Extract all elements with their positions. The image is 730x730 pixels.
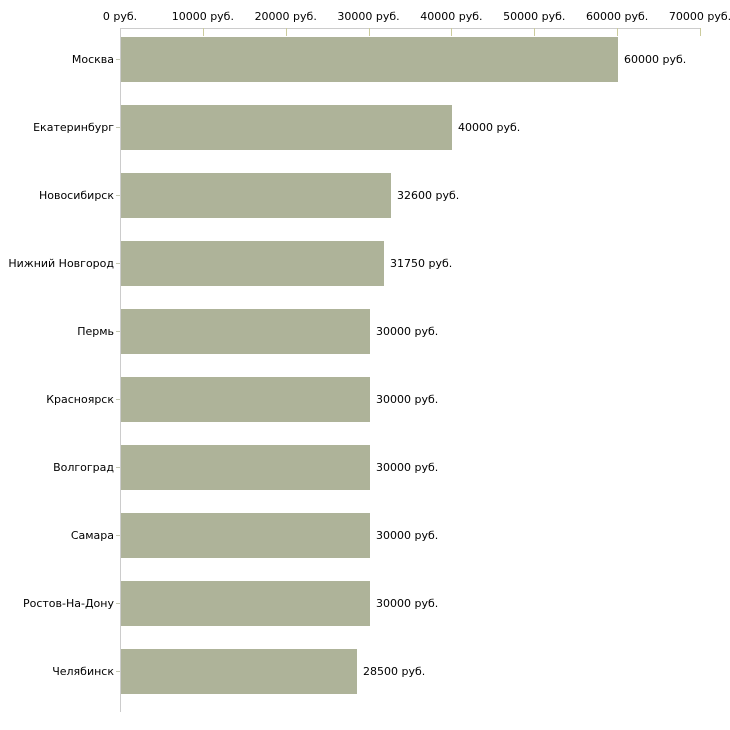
bar — [121, 649, 357, 694]
category-label: Новосибирск — [38, 189, 114, 202]
category-label: Волгоград — [53, 461, 114, 474]
category-tick-mark — [116, 535, 120, 536]
x-axis-tick-label: 50000 руб. — [503, 10, 566, 23]
bar — [121, 581, 370, 626]
category-label: Москва — [71, 53, 114, 66]
category-tick-mark — [116, 59, 120, 60]
value-label: 32600 руб. — [397, 189, 460, 202]
x-axis-tick-mark — [285, 28, 287, 36]
x-axis-tick-label: 40000 руб. — [420, 10, 483, 23]
bar — [121, 513, 370, 558]
x-axis-tick-label: 70000 руб. — [668, 10, 730, 23]
bar — [121, 173, 391, 218]
category-label: Ростов-На-Дону — [22, 597, 114, 610]
category-label: Пермь — [77, 325, 114, 338]
value-label: 31750 руб. — [390, 257, 453, 270]
category-tick-mark — [116, 671, 120, 672]
value-label: 30000 руб. — [376, 461, 439, 474]
x-axis-tick-label: 0 руб. — [102, 10, 138, 23]
x-axis-tick-mark — [700, 28, 701, 36]
x-axis-tick-label: 60000 руб. — [586, 10, 649, 23]
x-axis-tick-mark — [534, 28, 536, 36]
bar — [121, 241, 384, 286]
category-tick-mark — [116, 195, 120, 196]
category-label: Екатеринбург — [33, 121, 114, 134]
y-axis-line — [120, 28, 121, 712]
x-axis-tick-label: 10000 руб. — [171, 10, 234, 23]
category-tick-mark — [116, 127, 120, 128]
value-label: 30000 руб. — [376, 529, 439, 542]
value-label: 30000 руб. — [376, 393, 439, 406]
category-label: Самара — [70, 529, 114, 542]
x-axis-tick-mark — [451, 28, 453, 36]
category-label: Нижний Новгород — [8, 257, 114, 270]
x-axis-tick-mark — [368, 28, 370, 36]
bar — [121, 309, 370, 354]
value-label: 30000 руб. — [376, 325, 439, 338]
x-axis-tick-label: 20000 руб. — [254, 10, 317, 23]
x-axis-tick-mark — [202, 28, 204, 36]
value-label: 60000 руб. — [624, 53, 687, 66]
x-axis-tick-mark — [617, 28, 619, 36]
category-tick-mark — [116, 399, 120, 400]
x-axis-tick-label: 30000 руб. — [337, 10, 400, 23]
bar — [121, 105, 452, 150]
category-tick-mark — [116, 467, 120, 468]
bar — [121, 377, 370, 422]
bar — [121, 37, 618, 82]
category-tick-mark — [116, 331, 120, 332]
category-tick-mark — [116, 603, 120, 604]
value-label: 30000 руб. — [376, 597, 439, 610]
bar — [121, 445, 370, 490]
value-label: 28500 руб. — [363, 665, 426, 678]
value-label: 40000 руб. — [458, 121, 521, 134]
x-axis-line — [120, 28, 701, 29]
category-label: Красноярск — [46, 393, 114, 406]
category-label: Челябинск — [52, 665, 114, 678]
category-tick-mark — [116, 263, 120, 264]
